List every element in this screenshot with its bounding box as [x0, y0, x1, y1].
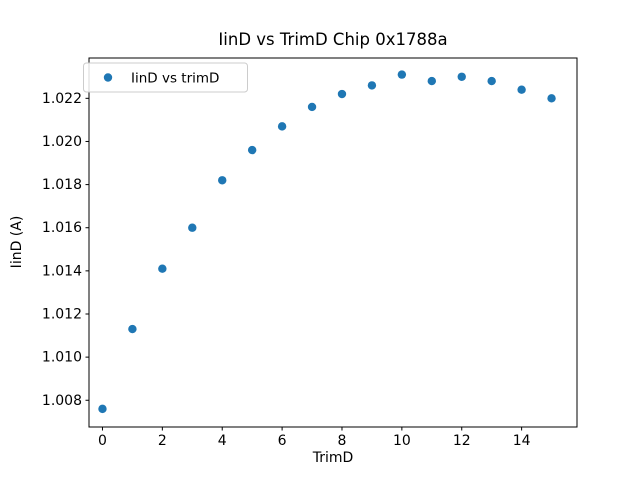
data-point [517, 85, 526, 94]
x-tick-label: 8 [338, 433, 347, 449]
y-tick-label: 1.014 [42, 263, 82, 279]
y-tick-label: 1.016 [42, 220, 82, 236]
y-tick-label: 1.010 [42, 350, 82, 366]
data-point [277, 122, 287, 131]
y-tick-label: 1.018 [42, 177, 82, 193]
y-axis-label: IinD (A) [9, 216, 25, 269]
data-point [307, 102, 317, 112]
y-tick-label: 1.012 [42, 306, 82, 322]
y-tick-label: 1.008 [42, 393, 82, 409]
x-tick-label: 4 [218, 433, 227, 449]
data-point [247, 145, 257, 155]
data-point [158, 264, 167, 273]
x-tick-label: 0 [98, 433, 107, 449]
legend-box [83, 62, 248, 93]
data-point [367, 81, 377, 90]
chart-title: IinD vs TrimD Chip 0x1788a [218, 30, 447, 49]
y-tick-label: 1.020 [42, 134, 82, 150]
x-axis-label: TrimD [312, 450, 354, 466]
x-tick-label: 10 [393, 433, 411, 449]
data-point [188, 223, 197, 232]
data-point [427, 76, 436, 86]
x-tick-label: 12 [453, 433, 471, 449]
legend-label: IinD vs trimD [131, 71, 219, 87]
data-point [218, 176, 227, 185]
data-point [547, 94, 556, 103]
legend: IinD vs trimD [83, 62, 248, 93]
plot-area: 0 2 4 6 8 10 12 14 1.008 1.010 1.012 1.014 1.016 1.01… [42, 57, 578, 449]
x-tick-label: 14 [513, 433, 531, 449]
data-point [487, 76, 496, 86]
data-point [128, 324, 137, 334]
data-point [457, 72, 466, 81]
y-tick-label: 1.022 [42, 91, 82, 107]
data-point [337, 89, 347, 99]
axes-spines [88, 57, 578, 428]
x-tick-label: 2 [158, 433, 167, 449]
x-tick-label: 6 [278, 433, 287, 449]
legend-marker-icon [103, 73, 113, 82]
data-point [397, 70, 407, 79]
data-point [98, 404, 107, 414]
